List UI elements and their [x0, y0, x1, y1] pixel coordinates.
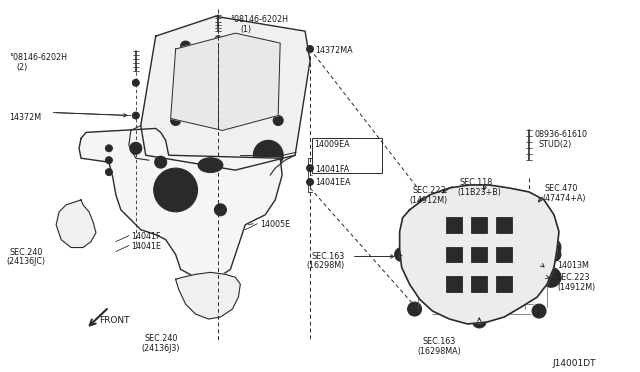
Text: 14372MA: 14372MA [315, 46, 353, 55]
Text: SEC.163: SEC.163 [423, 337, 456, 346]
Circle shape [532, 304, 546, 318]
Text: FRONT: FRONT [99, 317, 129, 326]
Circle shape [408, 302, 422, 316]
Circle shape [214, 204, 227, 216]
Circle shape [215, 36, 222, 42]
Text: (24136J3): (24136J3) [141, 344, 180, 353]
Bar [471, 217, 487, 232]
Circle shape [546, 272, 556, 282]
Bar [496, 217, 512, 232]
Circle shape [265, 41, 275, 51]
Text: 14013M: 14013M [557, 262, 589, 270]
Bar [496, 247, 512, 262]
Text: 14009EA: 14009EA [314, 140, 349, 149]
Text: °08146-6202H: °08146-6202H [10, 53, 67, 62]
Circle shape [106, 169, 113, 176]
Bar [496, 276, 512, 292]
Text: J14001DT: J14001DT [552, 359, 596, 368]
Circle shape [541, 238, 561, 257]
Circle shape [541, 267, 561, 287]
Bar [471, 276, 487, 292]
Text: (14912M): (14912M) [410, 196, 448, 205]
Circle shape [417, 198, 431, 212]
Text: 14041F: 14041F [131, 232, 161, 241]
Bar [312, 138, 381, 173]
Polygon shape [171, 33, 280, 131]
Text: SEC.240: SEC.240 [10, 247, 43, 257]
Text: (2): (2) [17, 63, 28, 72]
Text: (16298M): (16298M) [307, 262, 345, 270]
Circle shape [132, 112, 140, 119]
Circle shape [253, 140, 283, 170]
Text: STUD(2): STUD(2) [538, 140, 572, 149]
Circle shape [132, 79, 140, 86]
Text: °08146-6202H: °08146-6202H [230, 15, 289, 24]
Circle shape [81, 230, 91, 240]
Text: SEC.163: SEC.163 [312, 251, 345, 260]
Polygon shape [79, 128, 282, 279]
Bar [471, 247, 487, 262]
Circle shape [66, 218, 80, 232]
Text: 14372M: 14372M [10, 113, 42, 122]
Circle shape [530, 198, 544, 212]
Text: 14041FA: 14041FA [315, 165, 349, 174]
Circle shape [472, 314, 486, 328]
Circle shape [106, 145, 113, 152]
Text: 08936-61610: 08936-61610 [534, 131, 587, 140]
Text: (11B23+B): (11B23+B) [458, 188, 501, 197]
Circle shape [154, 168, 198, 212]
Circle shape [547, 247, 561, 262]
Circle shape [260, 147, 276, 163]
Text: SEC.223: SEC.223 [413, 186, 446, 195]
Circle shape [205, 289, 216, 299]
Text: 14005E: 14005E [260, 220, 291, 229]
Circle shape [130, 142, 142, 154]
Text: (1): (1) [241, 25, 252, 34]
Circle shape [273, 116, 283, 125]
Circle shape [472, 185, 486, 199]
Text: SEC.118: SEC.118 [460, 178, 493, 187]
Text: SEC.223: SEC.223 [557, 273, 591, 282]
Ellipse shape [198, 158, 223, 173]
Bar [447, 217, 462, 232]
Text: (14912M): (14912M) [557, 283, 595, 292]
Circle shape [180, 41, 191, 51]
Text: (24136JC): (24136JC) [6, 257, 45, 266]
Circle shape [307, 45, 314, 52]
Text: (47474+A): (47474+A) [542, 194, 586, 203]
Text: 14041E: 14041E [131, 241, 161, 251]
Polygon shape [56, 200, 96, 247]
Polygon shape [175, 272, 241, 319]
Text: (16298MA): (16298MA) [418, 347, 461, 356]
Bar [447, 247, 462, 262]
Circle shape [546, 243, 556, 253]
Bar [447, 276, 462, 292]
Polygon shape [399, 185, 559, 324]
Polygon shape [141, 16, 310, 170]
Circle shape [155, 156, 166, 168]
Text: SEC.470: SEC.470 [544, 184, 577, 193]
Text: SEC.240: SEC.240 [144, 334, 177, 343]
Circle shape [106, 157, 113, 164]
Circle shape [164, 178, 188, 202]
Circle shape [395, 247, 408, 262]
Circle shape [307, 179, 314, 186]
Text: 14041EA: 14041EA [315, 178, 351, 187]
Circle shape [171, 116, 180, 125]
Circle shape [307, 165, 314, 171]
